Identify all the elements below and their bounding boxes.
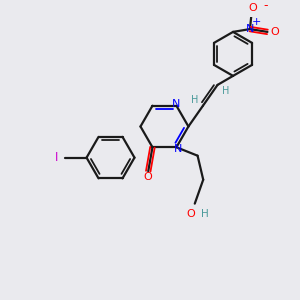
Text: -: - <box>263 0 268 13</box>
Text: H: H <box>222 85 229 96</box>
Text: I: I <box>55 151 58 164</box>
Text: N: N <box>174 144 182 154</box>
Text: N: N <box>246 24 254 34</box>
Text: O: O <box>248 3 257 13</box>
Text: N: N <box>172 99 181 109</box>
Text: O: O <box>144 172 153 182</box>
Text: +: + <box>251 17 261 27</box>
Text: H: H <box>191 95 199 105</box>
Text: O: O <box>186 208 195 218</box>
Text: H: H <box>201 208 208 218</box>
Text: O: O <box>270 27 279 37</box>
